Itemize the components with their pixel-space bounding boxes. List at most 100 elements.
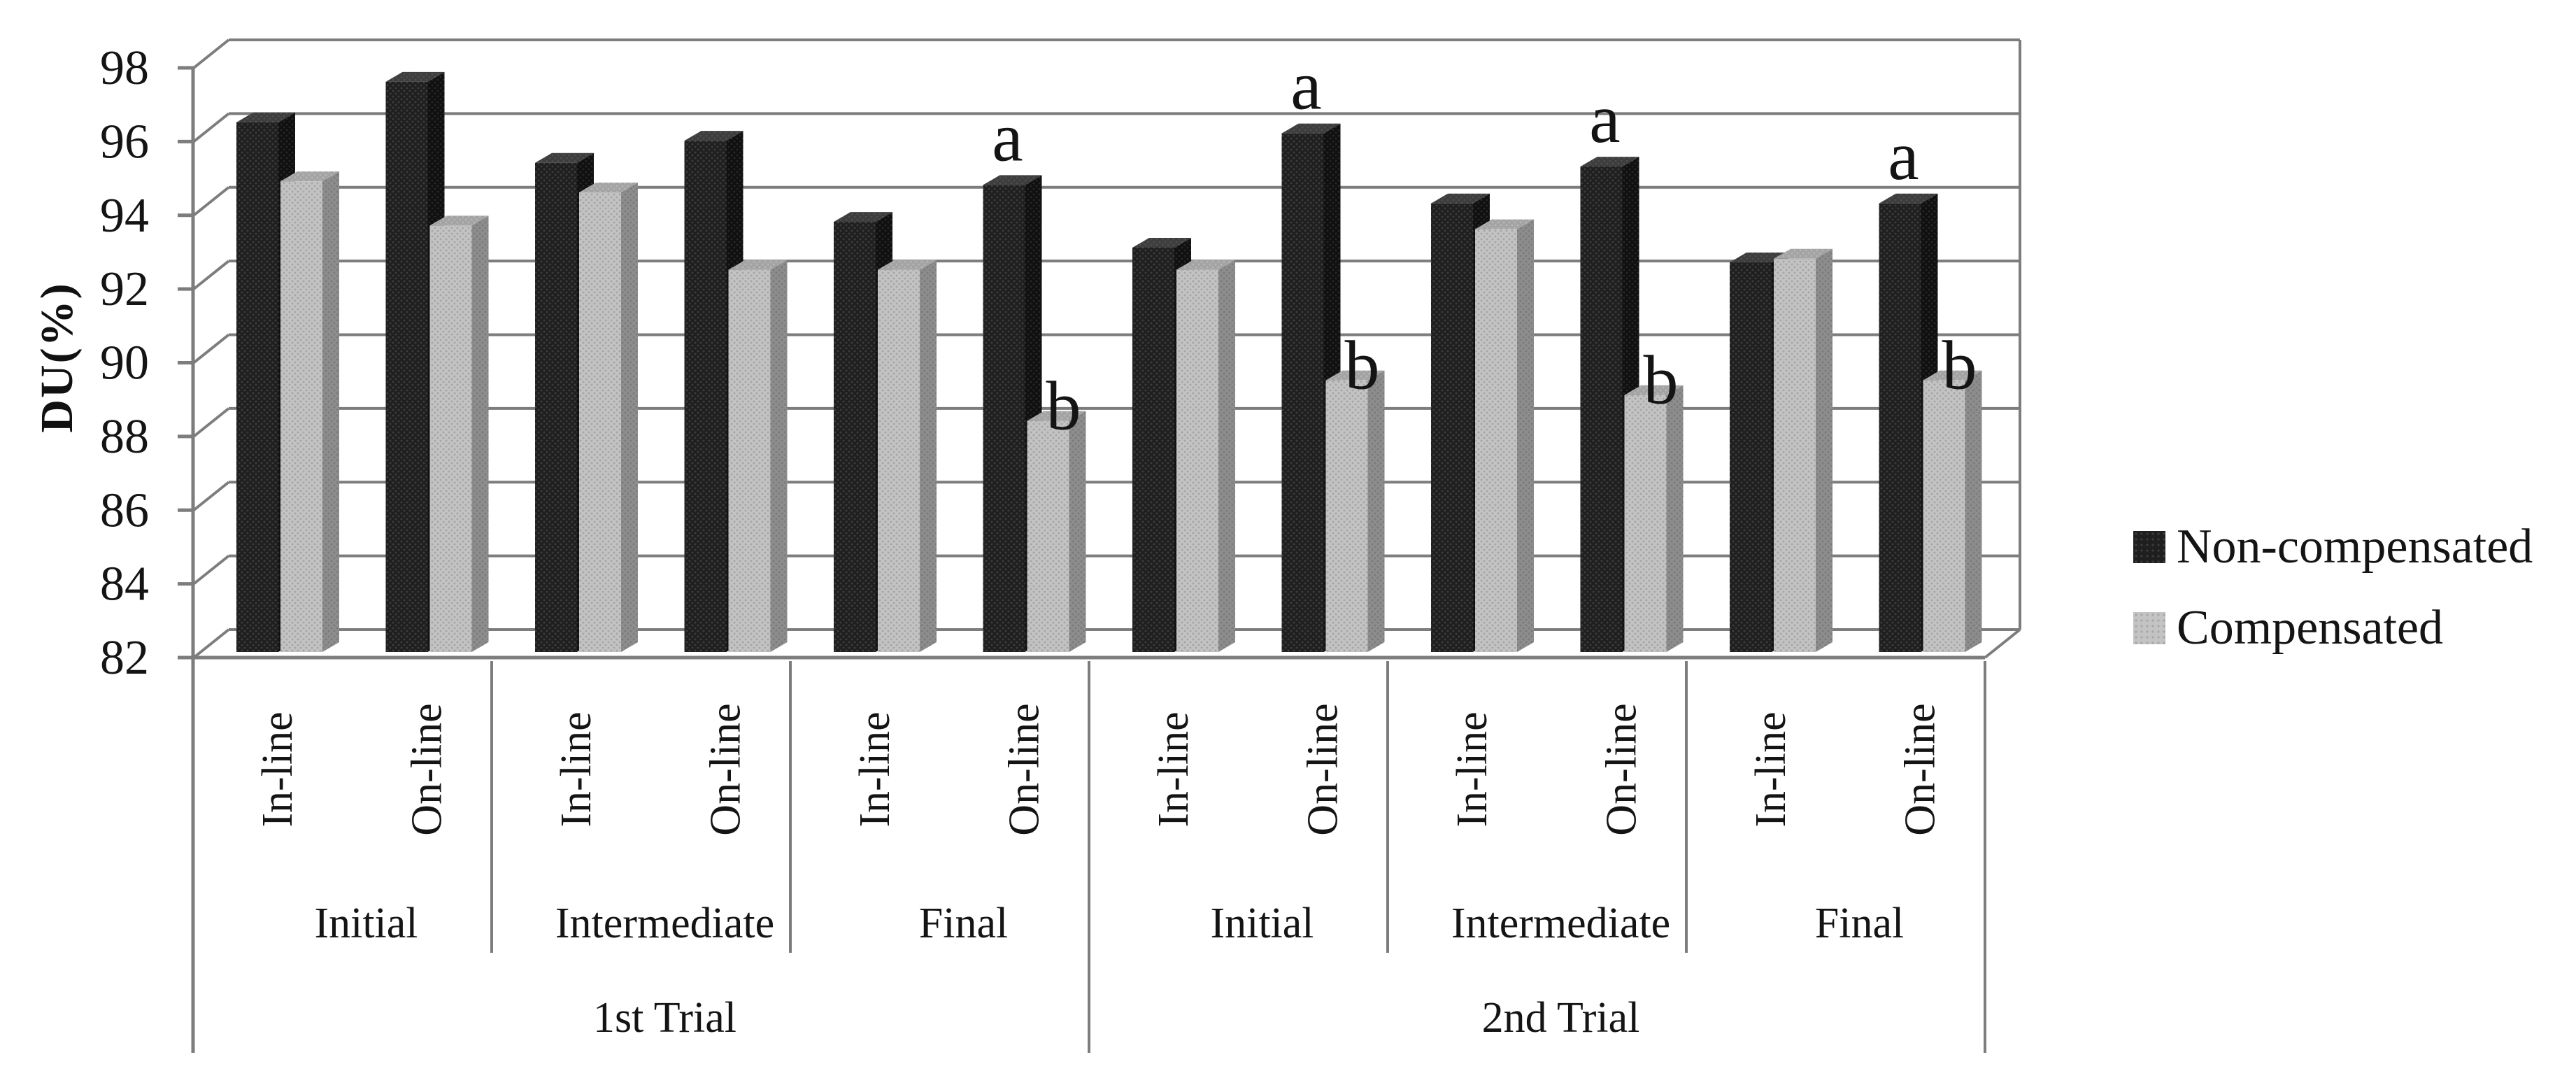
gridline-depth-connector [192,260,230,290]
bar-compensated-side-face [1218,260,1235,652]
bar-non-compensated-top-face [385,71,445,82]
bar-compensated-top-face [878,260,937,270]
bar-compensated-side-face [1367,370,1385,652]
legend-label: Compensated [2177,601,2444,655]
bar-compensated-11 [1923,370,1982,652]
bar-compensated-front-face [1475,229,1517,653]
bar-non-compensated-front-face [1431,203,1473,652]
bar-non-compensated-top-face [1431,193,1490,204]
bar-compensated-side-face [1965,370,1982,652]
trial-label: 2nd Trial [1482,994,1640,1042]
category-label: In-line [553,711,600,827]
gridline-depth-connector [192,555,230,586]
bar-non-compensated-top-face [236,112,295,122]
bar-compensated-side-face [471,215,489,652]
bar-compensated-top-face [728,260,788,270]
bar-non-compensated-top-face [1879,193,1938,204]
category-label: On-line [1598,703,1646,835]
trial-label: 1st Trial [593,994,736,1042]
bar-compensated-3 [728,260,788,652]
annotation-letter: a [992,98,1023,176]
bar-compensated-side-face [322,171,339,652]
category-label: On-line [1897,703,1944,835]
annotation-letter: b [1942,327,1977,404]
gridline-depth-connector [192,481,230,511]
bar-compensated-top-face [1176,260,1235,270]
bar-non-compensated-top-face [1580,157,1639,167]
annotation-letter: a [1589,80,1620,157]
bar-compensated-side-face [1517,219,1534,653]
stage-label: Final [919,900,1008,947]
bar-compensated-side-face [920,260,937,652]
annotation-letter: b [1046,367,1081,445]
bar-compensated-6 [1176,260,1235,652]
category-label: In-line [851,711,899,827]
bar-compensated-top-face [579,182,638,192]
category-label: In-line [254,711,301,827]
bar-non-compensated-front-face [684,141,727,652]
bar-compensated-front-face [1027,420,1069,652]
annotation-letter: b [1345,327,1380,404]
annotation-letter: a [1290,47,1321,125]
bar-non-compensated-front-face [1580,166,1623,652]
bar-compensated-front-face [1624,395,1667,652]
stage-label: Initial [314,900,418,947]
bar-non-compensated-front-face [983,185,1025,652]
bar-compensated-top-face [1624,385,1684,395]
stage-label: Final [1815,900,1904,947]
stage-label: Intermediate [555,900,774,947]
category-label: In-line [1747,711,1795,827]
y-tick-label: 88 [100,410,149,464]
bar-compensated-front-face [728,269,771,652]
gridline-depth-connector [192,333,230,364]
bar-compensated-side-face [1666,385,1684,652]
bar-compensated-side-face [770,260,788,652]
legend: Non-compensated Compensated [2133,519,2533,681]
bar-compensated-front-face [1774,258,1816,652]
legend-swatch-compensated-icon [2133,612,2165,644]
y-tick-label: 90 [100,336,149,390]
y-tick-label: 84 [100,558,149,611]
bar-compensated-4 [878,260,937,652]
y-tick-label: 86 [100,483,149,537]
bar-compensated-top-face [1325,370,1385,381]
bar-compensated-top-face [1475,219,1534,229]
bar-compensated-1 [429,215,489,652]
bar-compensated-5 [1027,411,1086,652]
bar-compensated-9 [1624,385,1684,652]
legend-label: Non-compensated [2177,520,2533,574]
bar-compensated-front-face [1325,380,1368,652]
bar-non-compensated-front-face [385,81,428,653]
bar-compensated-top-face [1774,248,1833,259]
category-label: On-line [702,703,750,835]
bar-non-compensated-front-face [236,122,278,652]
bar-compensated-top-face [1923,370,1982,381]
bar-non-compensated-top-face [1132,237,1191,248]
gridline-depth-connector [192,407,230,438]
bar-non-compensated-top-face [535,153,594,163]
bar-compensated-10 [1774,248,1833,652]
annotation-letter: a [1888,117,1919,194]
bar-non-compensated-front-face [1879,203,1921,652]
annotation-letter: b [1644,341,1679,419]
bar-compensated-front-face [1176,269,1218,652]
bar-non-compensated-front-face [1730,262,1772,652]
bar-compensated-side-face [621,182,638,653]
legend-item-compensated: Compensated [2133,600,2533,656]
gridline-depth-connector [192,186,230,217]
category-label: On-line [404,703,451,835]
bar-compensated-7 [1325,370,1385,652]
bar-non-compensated-front-face [1281,133,1324,653]
category-label: In-line [1150,711,1197,827]
y-tick-label: 96 [100,115,149,169]
bar-compensated-front-face [878,269,920,652]
bar-non-compensated-top-face [1281,123,1341,134]
bar-non-compensated-front-face [834,222,876,652]
floor-right-depth-edge [1984,628,2021,659]
bar-compensated-front-face [579,192,621,653]
bar-compensated-side-face [1816,248,1833,652]
y-tick-label: 98 [100,41,149,95]
bar-non-compensated-top-face [684,131,743,141]
